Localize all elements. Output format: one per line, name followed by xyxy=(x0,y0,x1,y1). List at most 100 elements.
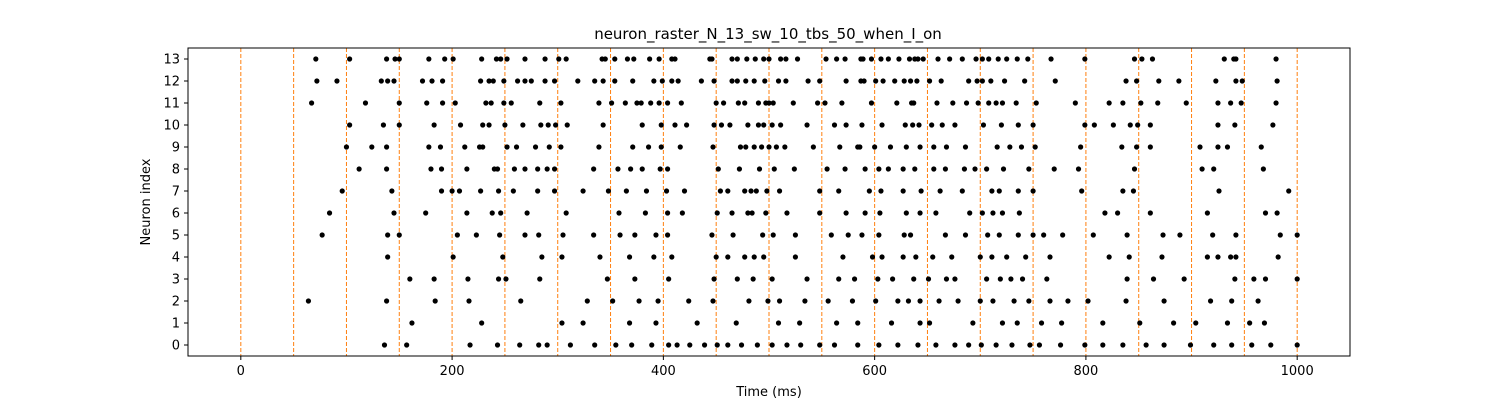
spike-point xyxy=(634,100,640,106)
spike-point xyxy=(658,144,664,150)
spike-point xyxy=(745,122,751,128)
spike-point xyxy=(756,166,763,172)
spike-point xyxy=(1019,276,1026,282)
spike-point xyxy=(1160,232,1166,238)
spike-point xyxy=(513,144,520,150)
spike-point xyxy=(502,122,508,128)
spike-point xyxy=(734,56,740,62)
spike-point xyxy=(836,276,842,282)
spike-point xyxy=(814,100,821,106)
y-axis-label: Neuron index xyxy=(139,158,154,245)
spike-point xyxy=(895,298,901,304)
spike-point xyxy=(439,78,446,84)
spike-point xyxy=(901,232,907,238)
spike-point xyxy=(1018,144,1025,150)
spike-point xyxy=(1161,342,1167,348)
spike-point xyxy=(580,188,586,194)
spike-point xyxy=(769,122,775,128)
spike-point xyxy=(553,122,559,128)
spike-point xyxy=(1258,144,1264,150)
spike-point xyxy=(539,254,545,260)
spike-point xyxy=(824,166,830,172)
spike-point xyxy=(729,78,735,84)
spike-point xyxy=(1011,298,1017,304)
spike-point xyxy=(1106,254,1112,260)
spike-point xyxy=(600,78,606,84)
spike-point xyxy=(385,232,391,238)
spike-point xyxy=(385,254,391,260)
spike-point xyxy=(517,342,523,348)
spike-point xyxy=(896,56,902,62)
spike-point xyxy=(1232,122,1238,128)
spike-point xyxy=(979,78,985,84)
spike-point xyxy=(733,320,739,326)
spike-point xyxy=(1082,56,1088,62)
spike-point xyxy=(677,144,683,150)
spike-point xyxy=(755,100,762,106)
spike-point xyxy=(681,188,688,194)
spike-point xyxy=(1033,100,1039,106)
spike-point xyxy=(632,276,638,282)
spike-point xyxy=(709,232,715,238)
spike-point xyxy=(522,232,528,238)
spike-point xyxy=(913,254,919,260)
spike-point xyxy=(1149,56,1156,62)
spike-point xyxy=(1130,188,1137,194)
spike-point xyxy=(1216,188,1222,194)
spike-point xyxy=(347,56,353,62)
spike-point xyxy=(910,122,916,128)
spike-point xyxy=(383,56,390,62)
spike-point xyxy=(989,188,995,194)
spike-point xyxy=(1159,254,1165,260)
spike-point xyxy=(600,122,606,128)
spike-point xyxy=(454,232,460,238)
y-tick-label: 5 xyxy=(172,229,180,244)
spike-point xyxy=(748,188,754,194)
spike-point xyxy=(933,342,939,348)
spike-point xyxy=(1286,188,1292,194)
spike-point xyxy=(1181,276,1187,282)
spike-point xyxy=(734,78,740,84)
spike-point xyxy=(558,100,564,106)
spike-point xyxy=(762,78,768,84)
spike-point xyxy=(678,100,684,106)
spike-point xyxy=(426,144,432,150)
spike-point xyxy=(915,56,921,62)
spike-point xyxy=(943,276,950,282)
spike-point xyxy=(917,210,923,216)
spike-point xyxy=(464,210,470,216)
spike-point xyxy=(1009,342,1015,348)
spike-point xyxy=(1161,298,1167,304)
y-tick-label: 3 xyxy=(172,273,180,288)
spike-point xyxy=(972,166,978,172)
spike-point xyxy=(978,342,984,348)
spike-point xyxy=(597,254,603,260)
spike-point xyxy=(1207,298,1214,304)
spike-point xyxy=(766,56,772,62)
spike-point xyxy=(859,232,865,238)
spike-point xyxy=(935,56,941,62)
spike-point xyxy=(894,100,900,106)
spike-point xyxy=(907,78,914,84)
spike-point xyxy=(658,122,664,128)
spike-point xyxy=(653,320,659,326)
spike-point xyxy=(1015,188,1021,194)
y-tick-label: 9 xyxy=(172,141,180,156)
spike-point xyxy=(1025,56,1031,62)
spike-point xyxy=(879,254,885,260)
spike-point xyxy=(1014,320,1020,326)
spike-point xyxy=(937,188,943,194)
spike-point xyxy=(1147,122,1153,128)
spike-point xyxy=(1224,320,1231,326)
spike-point xyxy=(542,78,548,84)
spike-point xyxy=(872,144,878,150)
spike-point xyxy=(698,78,704,84)
spike-point xyxy=(903,210,909,216)
spike-point xyxy=(1249,342,1255,348)
spike-point xyxy=(672,56,678,62)
y-tick-label: 11 xyxy=(163,97,180,112)
spike-point xyxy=(501,100,507,106)
spike-point xyxy=(989,254,995,260)
spike-point xyxy=(744,56,750,62)
spike-point xyxy=(861,78,867,84)
